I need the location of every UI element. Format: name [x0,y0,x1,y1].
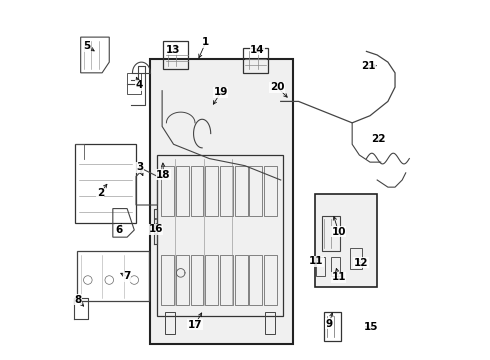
Bar [322,216,340,251]
Text: 1: 1 [202,37,209,48]
Bar [165,312,175,334]
Text: 18: 18 [156,170,171,180]
Bar [157,155,283,316]
Text: 9: 9 [326,319,333,329]
Text: 22: 22 [370,134,385,144]
Text: 5: 5 [83,41,90,51]
Bar [161,166,174,216]
Text: 11: 11 [309,256,324,266]
Bar [220,166,233,216]
Text: 20: 20 [270,82,284,92]
Bar [127,73,142,94]
Bar [176,255,189,305]
Bar [205,166,218,216]
Bar [249,166,263,216]
Bar [315,194,377,287]
Text: 7: 7 [123,271,131,282]
Bar [161,255,174,305]
Text: 13: 13 [166,45,181,55]
Bar [77,251,148,301]
Bar [265,312,275,334]
Text: 6: 6 [116,225,123,235]
Bar [243,48,268,73]
Bar [191,255,203,305]
Text: 12: 12 [354,258,368,268]
Bar [220,255,233,305]
Text: 8: 8 [74,295,81,305]
Text: 11: 11 [331,272,346,282]
Text: 14: 14 [250,45,265,55]
Bar [350,248,362,269]
Bar [205,255,218,305]
Bar [235,255,247,305]
Text: 15: 15 [364,322,378,332]
Bar [331,257,340,276]
Bar [176,166,189,216]
Text: 16: 16 [148,224,163,234]
Text: 2: 2 [97,188,104,198]
Text: 21: 21 [361,61,375,71]
Text: 17: 17 [188,320,202,330]
Bar [317,257,325,276]
Bar [249,255,263,305]
Text: 19: 19 [214,87,228,98]
Bar [191,166,203,216]
Bar [75,144,136,223]
Bar [235,166,247,216]
Bar [264,255,277,305]
Bar [163,41,188,69]
Bar [323,312,342,341]
Text: 4: 4 [136,80,143,90]
Bar [264,166,277,216]
Bar [150,59,293,344]
Text: 3: 3 [136,162,143,172]
Text: 10: 10 [331,227,346,237]
